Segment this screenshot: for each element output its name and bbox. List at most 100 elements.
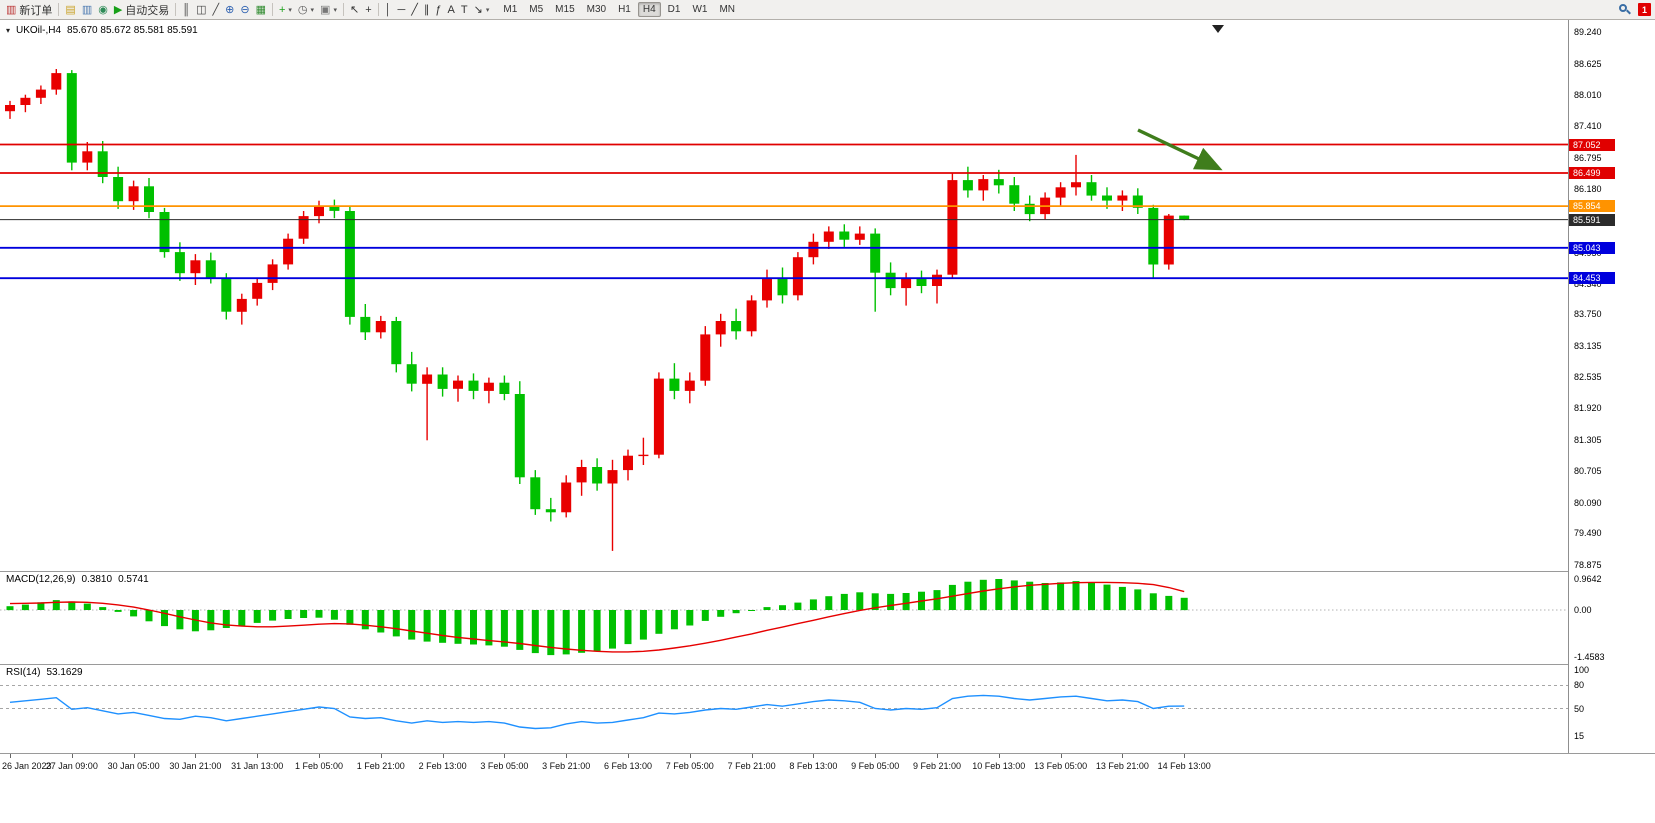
chart-shift-marker[interactable]	[1212, 25, 1224, 33]
line-chart-button[interactable]: ╱	[210, 2, 223, 18]
panel-separator[interactable]	[0, 571, 1655, 572]
bar-chart-button[interactable]: ║	[179, 2, 193, 18]
templates-button[interactable]: ▣ ▾	[317, 2, 340, 18]
time-axis-tick	[751, 754, 753, 758]
price-axis-tick: 83.750	[1574, 309, 1602, 320]
price-tag-85043: 85.043	[1569, 241, 1615, 254]
vertical-line-button[interactable]: │	[382, 2, 395, 18]
refresh-button[interactable]: ◉	[95, 2, 111, 18]
timeframe-mn-button[interactable]: MN	[719, 4, 736, 15]
rsi-chart	[0, 665, 1568, 753]
candlestick-chart-button[interactable]: ◫	[193, 2, 209, 18]
horizontal-line-button[interactable]: ─	[395, 2, 409, 18]
toolbar-right: 1	[1618, 0, 1651, 19]
rsi-panel[interactable]: RSI(14) 53.1629	[0, 665, 1568, 753]
price-axis-tick: 88.010	[1574, 90, 1602, 101]
search-icon[interactable]	[1618, 3, 1632, 17]
time-axis-label: 27 Jan 09:00	[45, 761, 98, 771]
time-axis-tick	[257, 754, 259, 758]
timeframe-m15-button[interactable]: M15	[555, 4, 575, 15]
tile-windows-button[interactable]: ▦	[253, 2, 269, 18]
price-axis-tick: 86.795	[1574, 152, 1602, 163]
timeframe-h1-button[interactable]: H1	[618, 4, 631, 15]
time-axis-tick	[133, 754, 135, 758]
time-axis-tick	[195, 754, 197, 758]
rsi-line	[9, 694, 1185, 730]
macd-panel[interactable]: MACD(12,26,9) 0.3810 0.5741	[0, 572, 1568, 664]
one-click-trading-toggle-icon[interactable]: ▾	[6, 26, 11, 35]
text-button[interactable]: A	[445, 2, 458, 18]
time-axis[interactable]: 26 Jan 2023 27 Jan 09:00 30 Jan 05:00 30 Ja…	[0, 754, 1655, 780]
timeframe-m30-button[interactable]: M30	[586, 4, 607, 15]
trendline-button[interactable]: ╱	[408, 2, 421, 18]
price-axis-tick: 87.410	[1574, 121, 1602, 132]
timeframe-d1-button[interactable]: D1	[667, 4, 681, 15]
price-tag-85854: 85.854	[1569, 200, 1615, 213]
cursor-button[interactable]: ↖	[347, 2, 362, 18]
fibonacci-button[interactable]: ƒ	[432, 2, 444, 18]
downtrend-arrow[interactable]	[1137, 128, 1223, 171]
line-chart-icon: ╱	[212, 3, 220, 16]
rsi-value: 53.1629	[46, 667, 83, 678]
fibonacci-icon: ƒ	[435, 3, 442, 16]
panel-separator[interactable]	[0, 753, 1655, 754]
price-axis-tick: 86.180	[1574, 184, 1602, 195]
dropdown-caret-icon[interactable]: ▾	[333, 6, 337, 14]
price-axis-tick: 82.535	[1574, 371, 1602, 382]
time-axis-tick	[1122, 754, 1124, 758]
time-axis-tick	[566, 754, 568, 758]
dropdown-caret-icon[interactable]: ▾	[310, 6, 315, 14]
new-order-button[interactable]: ▥ 新订单	[3, 2, 55, 18]
price-axis-tick: 89.240	[1574, 27, 1602, 37]
panel-separator[interactable]	[0, 664, 1655, 665]
time-axis-label: 1 Feb 21:00	[356, 761, 405, 771]
dropdown-caret-icon[interactable]: ▾	[485, 6, 490, 14]
zoom-in-button[interactable]: ⊕	[222, 2, 237, 18]
autotrade-button[interactable]: ▶ 自动交易	[111, 2, 172, 18]
indicators-button[interactable]: + ▾	[276, 2, 295, 18]
trendline-icon: ╱	[411, 3, 418, 16]
profiles-button[interactable]: ▥	[79, 2, 95, 18]
channel-button[interactable]: ∥	[421, 2, 433, 18]
time-axis-tick	[1060, 754, 1062, 758]
time-axis-label: 2 Feb 13:00	[418, 761, 467, 771]
macd-name: MACD(12,26,9)	[6, 574, 76, 585]
price-chart-panel[interactable]: ▾ UKOil-,H4 85.670 85.672 85.581 85.591	[0, 20, 1568, 571]
timeframe-m1-button[interactable]: M1	[503, 4, 518, 15]
macd-axis-tick: -1.4583	[1574, 652, 1605, 662]
toolbar-tools: ▥ 新订单 ▤ ▥ ◉ ▶ 自动交易 ║ ◫ ╱ ⊕ ⊖ ▦ + ▾ ◷ ▾ ▣ ▾ ↖ + │ ─ ╱ ∥ ƒ A T ↘ ▾	[3, 0, 492, 19]
charts-button[interactable]: ▤	[62, 2, 78, 18]
charts-icon: ▤	[65, 3, 76, 16]
time-axis-tick	[875, 754, 877, 758]
time-axis-label: 31 Jan 13:00	[231, 761, 284, 771]
timeframe-w1-button[interactable]: W1	[692, 4, 708, 15]
time-axis-label: 6 Feb 13:00	[603, 761, 653, 771]
candlestick-icon: ◫	[196, 3, 207, 16]
time-axis-tick	[689, 754, 691, 758]
periods-button[interactable]: ◷ ▾	[295, 2, 317, 18]
notification-badge[interactable]: 1	[1638, 3, 1651, 16]
time-axis-label: 8 Feb 13:00	[789, 761, 838, 771]
toolbar: ▥ 新订单 ▤ ▥ ◉ ▶ 自动交易 ║ ◫ ╱ ⊕ ⊖ ▦ + ▾ ◷ ▾ ▣ ▾ ↖ + │ ─ ╱ ∥ ƒ A T ↘ ▾ M1 M5…	[0, 0, 1655, 20]
timeframe-m5-button[interactable]: M5	[529, 4, 544, 15]
macd-axis-tick: 0.9642	[1574, 574, 1602, 584]
crosshair-button[interactable]: +	[362, 2, 374, 18]
timeframe-h4-button[interactable]: H4	[637, 2, 661, 17]
price-axis[interactable]: 89.240 88.625 88.010 87.410 86.795 86.180 85.5…	[1568, 20, 1655, 753]
bottom-strip	[0, 780, 1655, 823]
time-axis-tick	[10, 754, 11, 758]
clock-icon: ◷	[297, 3, 308, 16]
label-button[interactable]: T	[458, 2, 471, 18]
candlestick-chart[interactable]	[0, 20, 1568, 571]
arrow-object-icon: ↘	[473, 3, 483, 16]
price-axis-tick: 83.135	[1574, 340, 1602, 351]
zoom-out-button[interactable]: ⊖	[237, 2, 252, 18]
price-axis-tick: 88.625	[1574, 58, 1602, 69]
arrows-button[interactable]: ↘ ▾	[471, 2, 493, 18]
dropdown-caret-icon[interactable]: ▾	[288, 6, 292, 14]
rsi-label: RSI(14) 53.1629	[6, 667, 83, 678]
time-axis-label: 7 Feb 05:00	[665, 761, 714, 771]
search-handle	[1626, 9, 1631, 14]
toolbar-separator	[175, 3, 177, 16]
